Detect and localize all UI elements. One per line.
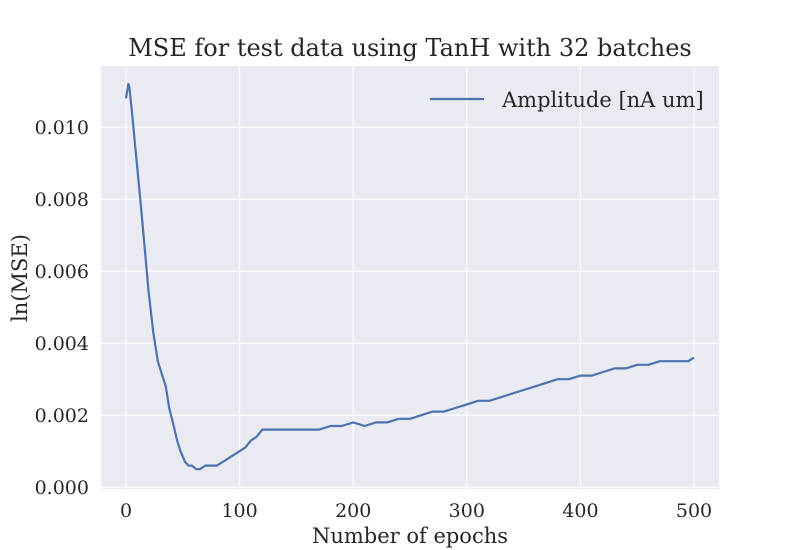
series-layer [124, 82, 695, 471]
x-tick-label: 300 [449, 500, 485, 522]
y-tick-label: 0.010 [35, 117, 89, 139]
x-axis-label: Number of epochs [312, 524, 508, 548]
legend-label: Amplitude [nA um] [501, 88, 704, 112]
series-line-amplitude [124, 82, 695, 471]
y-axis-label: ln(MSE) [8, 234, 32, 322]
x-tick-label: 100 [221, 500, 257, 522]
y-tick-label: 0.006 [35, 261, 89, 283]
grid-lines [101, 66, 719, 489]
x-tick-label: 200 [335, 500, 371, 522]
x-tick-label: 400 [562, 500, 598, 522]
legend: Amplitude [nA um] [430, 88, 704, 112]
y-tick-label: 0.004 [35, 333, 89, 355]
x-tick-label: 500 [676, 500, 712, 522]
y-tick-label: 0.008 [35, 189, 89, 211]
plot-area [101, 66, 719, 489]
y-tick-label: 0.000 [35, 477, 89, 499]
y-tick-label: 0.002 [35, 405, 89, 427]
tick-labels: 0 100 200 300 400 500 0.000 0.002 0.004 0.006 0.00… [35, 117, 713, 522]
x-tick-label: 0 [120, 500, 132, 522]
chart-title: MSE for test data using TanH with 32 bat… [128, 34, 692, 62]
